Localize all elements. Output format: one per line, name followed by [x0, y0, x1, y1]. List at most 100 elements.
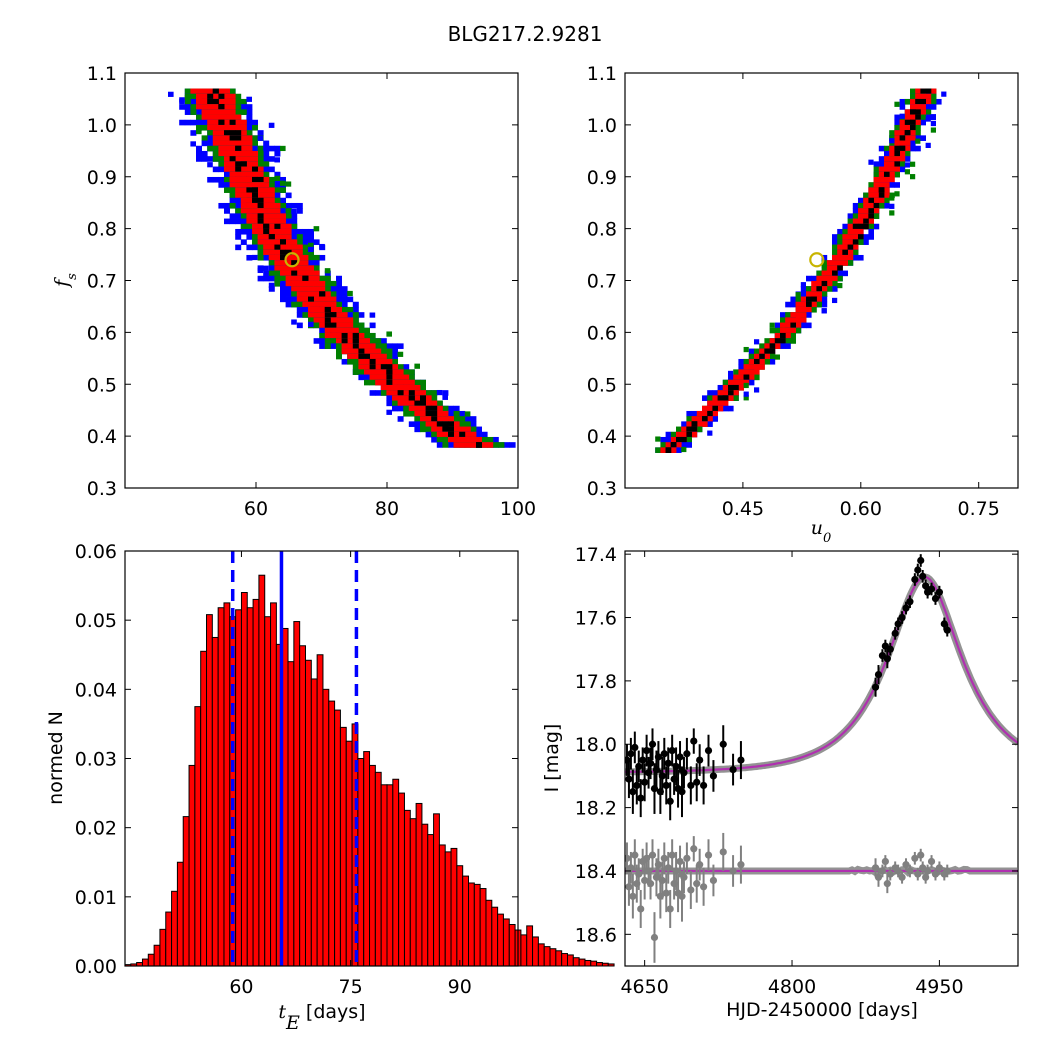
- heatmap-cell-red: [431, 426, 438, 433]
- heatmap-cell-red: [764, 343, 770, 349]
- heatmap-cell-green: [302, 244, 309, 251]
- heatmap-cell-green: [852, 249, 859, 256]
- heatmap-cell-blue: [207, 140, 214, 147]
- heatmap-cell-black: [806, 296, 812, 303]
- heatmap-cell-blue: [774, 322, 781, 329]
- heatmap-cell-red: [212, 104, 219, 110]
- heatmap-cell-red: [235, 192, 242, 199]
- heatmap-cell-green: [369, 332, 376, 339]
- heatmap-cell-green: [324, 280, 331, 287]
- heatmap-cell-red: [920, 104, 926, 110]
- heatmap-cell-green: [268, 176, 275, 183]
- heatmap-cell-blue: [212, 176, 219, 183]
- heatmap-cell-red: [302, 280, 309, 287]
- heatmap-cell-red: [811, 286, 817, 292]
- heatmap-cell-green: [252, 234, 258, 240]
- heatmap-cell-red: [364, 358, 370, 365]
- heatmap-cell-green: [246, 223, 253, 230]
- heatmap-cell-red: [364, 343, 370, 349]
- heatmap-cell-outlier: [925, 116, 931, 122]
- heatmap-cell-blue: [863, 239, 869, 245]
- histogram-bar: [235, 609, 242, 967]
- residual-point: [683, 854, 691, 862]
- heatmap-cell-green: [806, 286, 812, 292]
- heatmap-cell-red: [324, 327, 331, 334]
- heatmap-cell-red: [252, 161, 258, 167]
- heatmap-cell-outlier: [168, 91, 174, 97]
- heatmap-cell-red: [785, 317, 791, 323]
- heatmap-cell-blue: [476, 426, 482, 433]
- heatmap-cell-green: [201, 124, 208, 131]
- data-point: [646, 759, 655, 767]
- heatmap-cell-red: [285, 260, 292, 266]
- heatmap-cell-black: [431, 416, 438, 422]
- heatmap-cell-blue: [397, 343, 404, 349]
- residual-point: [729, 867, 737, 875]
- heatmap-cell-green: [925, 109, 932, 115]
- heatmap-cell-red: [224, 104, 230, 110]
- heatmap-cell-black: [280, 239, 286, 245]
- heatmap-cell-red: [246, 202, 253, 209]
- heatmap-cell-blue: [712, 390, 718, 396]
- heatmap-cell-green: [774, 327, 781, 334]
- heatmap-cell-red: [884, 156, 890, 162]
- heatmap-cell-black: [920, 98, 926, 105]
- heatmap-cell-red: [252, 208, 258, 214]
- data-point: [635, 762, 643, 771]
- heatmap-cell-outlier: [800, 282, 806, 288]
- heatmap-cell-black: [821, 280, 828, 287]
- heatmap-cell-green: [224, 176, 230, 183]
- heatmap-cell-blue: [280, 286, 286, 292]
- heatmap-cell-black: [904, 130, 911, 136]
- ylabel-fs-base: f: [51, 277, 73, 289]
- heatmap-cell-blue: [285, 291, 292, 297]
- heatmap-cell-green: [436, 436, 443, 443]
- heatmap-cell-red: [302, 260, 309, 266]
- heatmap-cell-red: [837, 244, 843, 251]
- heatmap-cell-red: [246, 192, 253, 199]
- heatmap-cell-outlier: [291, 319, 297, 325]
- heatmap-cell-red: [280, 228, 286, 235]
- heatmap-cell-red: [240, 187, 247, 193]
- heatmap-cell-blue: [257, 130, 264, 136]
- histogram-bar: [561, 953, 568, 967]
- heatmap-cell-red: [285, 239, 292, 245]
- heatmap-cell-black: [369, 364, 376, 370]
- heatmap-cell-red: [453, 426, 460, 433]
- heatmap-cell-red: [218, 88, 225, 95]
- heatmap-cell-green: [235, 98, 242, 105]
- heatmap-cell-outlier: [397, 351, 404, 357]
- heatmap-cell-black: [285, 249, 292, 256]
- heatmap-cell-red: [842, 254, 848, 261]
- heatmap-cell-blue: [884, 150, 890, 157]
- histogram-bar: [543, 946, 551, 967]
- heatmap-cell-blue: [308, 228, 314, 235]
- heatmap-cell-black: [235, 166, 242, 173]
- heatmap-cell-red: [397, 400, 404, 407]
- heatmap-cell-green: [403, 405, 410, 412]
- heatmap-cell-red: [448, 416, 454, 422]
- heatmap-cell-green: [847, 218, 854, 225]
- histogram-bar: [380, 784, 388, 967]
- heatmap-cell-blue: [392, 343, 398, 349]
- heatmap-cell-red: [868, 202, 874, 209]
- heatmap-cell-black: [863, 223, 869, 230]
- heatmap-cell-red: [904, 124, 911, 131]
- heatmap-cell-red: [702, 405, 708, 412]
- heatmap-cell-green: [252, 140, 258, 147]
- heatmap-cell-red: [380, 353, 387, 360]
- histogram-bar: [264, 616, 272, 967]
- heatmap-cell-red: [392, 364, 398, 370]
- heatmap-cell-red: [826, 260, 833, 266]
- histogram-bar: [182, 816, 190, 967]
- heatmap-cell-black: [352, 332, 359, 339]
- heatmap-cell-red: [425, 395, 432, 401]
- heatmap-cell-red: [268, 223, 275, 230]
- heatmap-cell-red: [696, 416, 703, 422]
- heatmap-cell-green: [910, 88, 916, 95]
- heatmap-cell-blue: [218, 202, 225, 209]
- heatmap-cell-red: [257, 192, 264, 199]
- histogram-bar: [596, 962, 603, 967]
- ylabel-fs-sub: s: [65, 273, 80, 280]
- heatmap-cell-red: [252, 213, 258, 219]
